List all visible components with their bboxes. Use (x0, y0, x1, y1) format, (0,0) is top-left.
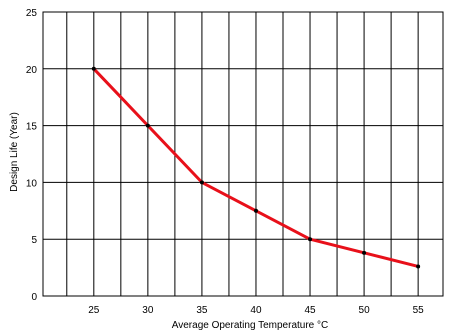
y-tick-label: 5 (31, 235, 37, 246)
x-tick-label: 30 (142, 305, 154, 316)
plot-frame (42, 11, 444, 297)
data-point (362, 250, 367, 255)
y-tick-label: 15 (26, 122, 38, 133)
data-point (253, 208, 258, 213)
y-tick-label: 20 (26, 65, 38, 76)
x-tick-label: 50 (359, 305, 371, 316)
x-tick-label: 25 (88, 305, 100, 316)
x-axis-label: Average Operating Temperature °C (172, 320, 329, 331)
data-point (416, 264, 421, 269)
data-point (145, 123, 150, 128)
data-point (308, 237, 313, 242)
y-tick-label: 25 (26, 8, 38, 19)
y-tick-label: 10 (26, 178, 38, 189)
x-tick-label: 35 (196, 305, 208, 316)
grid (43, 12, 443, 296)
x-tick-label: 40 (250, 305, 262, 316)
x-tick-labels: 25 30 35 40 45 50 55 (88, 305, 424, 316)
y-axis-label: Design Life (Year) (9, 112, 20, 192)
x-tick-label: 45 (304, 305, 316, 316)
y-tick-labels: 0 5 10 15 20 25 (26, 8, 38, 303)
data-point (91, 66, 96, 71)
data-points (91, 66, 421, 269)
x-tick-label: 55 (413, 305, 425, 316)
data-point (199, 180, 204, 185)
y-tick-label: 0 (31, 292, 37, 303)
